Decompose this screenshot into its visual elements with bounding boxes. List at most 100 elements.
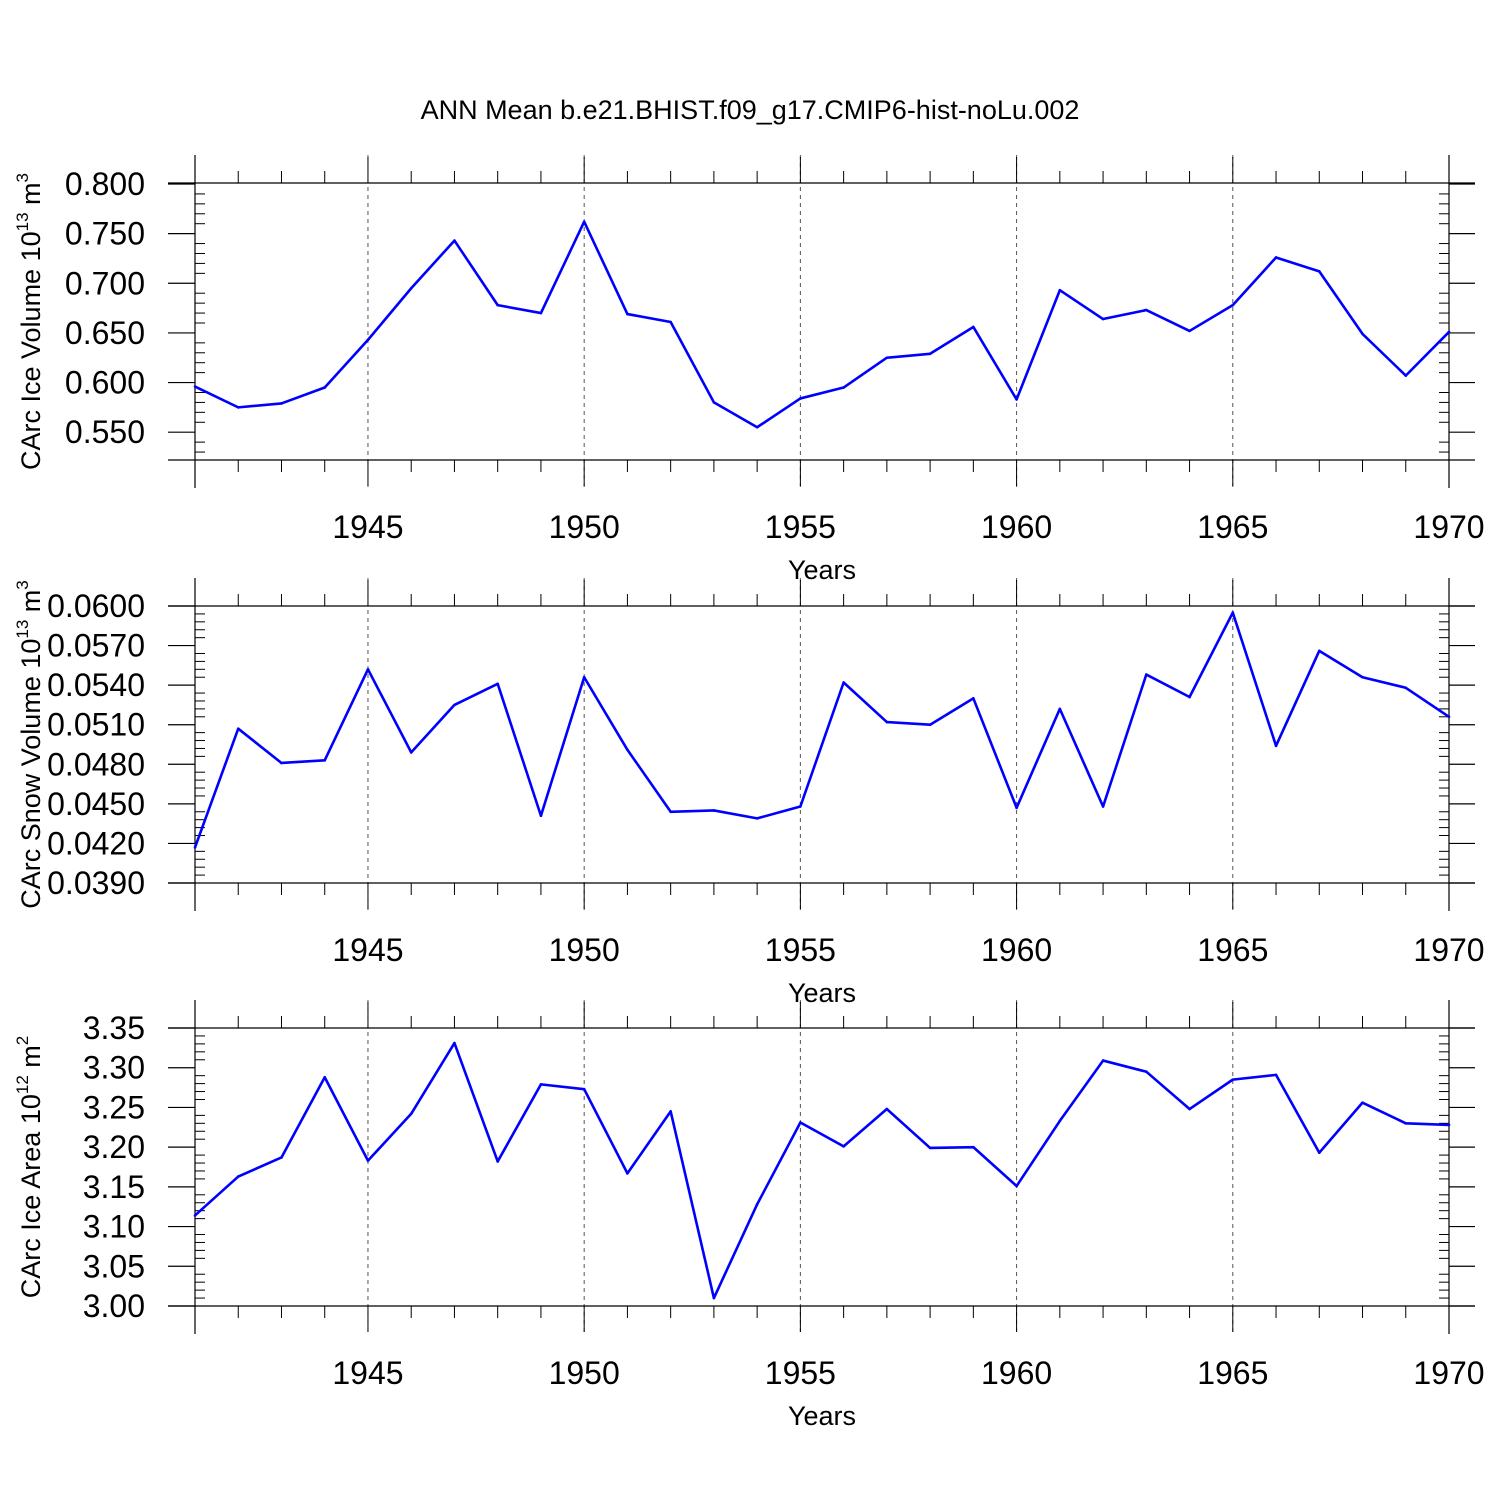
data-point (626, 312, 629, 316)
data-point (799, 1121, 802, 1124)
data-point (323, 386, 327, 389)
data-point (1361, 332, 1364, 336)
series-line-ice-area (194, 1041, 1450, 1300)
x-axis-label: Years (788, 555, 856, 585)
y-axis-label-part: 3 (13, 580, 32, 589)
data-point (1447, 1123, 1451, 1127)
y-tick-label: 3.30 (83, 1050, 145, 1086)
data-point (1058, 1119, 1062, 1123)
data-point (582, 675, 586, 679)
data-point (1188, 329, 1191, 333)
data-point (1015, 398, 1018, 401)
data-point (582, 1087, 586, 1091)
data-point (366, 1159, 370, 1162)
data-point (972, 697, 975, 700)
y-tick-label: 0.550 (65, 414, 145, 450)
data-point (236, 406, 240, 409)
data-point (323, 759, 327, 762)
data-point (193, 385, 197, 388)
data-point (236, 727, 240, 730)
y-tick-label: 0.0510 (47, 707, 145, 743)
x-tick-label: 1955 (765, 509, 836, 545)
data-point (496, 303, 499, 307)
y-tick-label: 0.0540 (47, 667, 145, 703)
data-point (1101, 805, 1105, 808)
data-point (1058, 288, 1062, 292)
data-point (1447, 715, 1451, 719)
y-tick-label: 0.800 (65, 166, 145, 202)
data-point (1015, 1184, 1018, 1188)
data-point (885, 356, 889, 360)
x-tick-label: 1965 (1197, 1355, 1268, 1391)
data-point (928, 723, 932, 727)
data-point (842, 1145, 845, 1148)
data-point (1015, 806, 1018, 810)
x-axis-label: Years (788, 1401, 856, 1431)
x-tick-label: 1960 (981, 1355, 1052, 1391)
series-line-ice-volume (194, 220, 1450, 429)
data-point (193, 1214, 197, 1217)
x-tick-label: 1955 (765, 932, 836, 968)
x-tick-label: 1945 (332, 932, 403, 968)
x-tick-label: 1970 (1413, 932, 1484, 968)
data-point (409, 1112, 413, 1116)
data-point (453, 239, 456, 242)
data-point (280, 761, 283, 765)
data-point (280, 402, 283, 405)
data-point (1231, 1078, 1235, 1081)
data-point (755, 425, 759, 429)
data-point (712, 809, 716, 812)
y-axis-label-part: m (16, 182, 46, 212)
data-point (626, 1172, 629, 1175)
data-point (366, 668, 370, 671)
y-tick-label: 0.0420 (47, 825, 145, 861)
chart-panel-ice-area: 1945 1950 1955 1960 1965 1970Years3.003.053.1… (13, 1000, 1485, 1431)
data-point (626, 748, 629, 752)
data-point (972, 325, 975, 329)
x-tick-label: 1945 (332, 509, 403, 545)
data-point (539, 311, 543, 315)
x-tick-label: 1965 (1197, 932, 1268, 968)
data-point (539, 1083, 543, 1086)
data-point (323, 1075, 327, 1079)
data-point (928, 352, 932, 356)
data-point (669, 1110, 672, 1113)
x-axis-label: Years (788, 978, 856, 1008)
y-tick-label: 3.20 (83, 1129, 145, 1165)
data-point (409, 286, 413, 290)
x-tick-label: 1965 (1197, 509, 1268, 545)
y-axis-label-part: 2 (13, 1036, 32, 1045)
data-point (755, 1203, 759, 1206)
y-axis-label-part: CArc Snow Volume 10 (16, 639, 46, 909)
y-tick-label: 0.0450 (47, 786, 145, 822)
x-tick-label: 1970 (1413, 1355, 1484, 1391)
y-tick-label: 3.00 (83, 1288, 145, 1324)
x-tick-label: 1955 (765, 1355, 836, 1391)
y-tick-label: 0.700 (65, 265, 145, 301)
chart-panel-ice-volume: 1945 1950 1955 1960 1965 1970 Years 0.550 0.600 0… (13, 155, 1485, 585)
data-point (755, 817, 759, 820)
data-point (842, 386, 845, 389)
data-point (582, 220, 586, 224)
x-tick-label: 1950 (549, 509, 620, 545)
y-axis-label-part: m (16, 590, 46, 620)
data-point (799, 805, 802, 808)
y-axis-label-part: 13 (13, 212, 32, 231)
data-point (366, 338, 370, 342)
y-tick-label: 3.15 (83, 1169, 145, 1205)
data-point (669, 320, 672, 324)
y-tick-label: 0.0600 (47, 588, 145, 624)
data-point (1317, 649, 1321, 653)
y-tick-label: 0.600 (65, 365, 145, 401)
data-point (1101, 1059, 1105, 1062)
y-tick-label: 0.650 (65, 315, 145, 351)
data-point (280, 1156, 283, 1159)
data-point (1361, 675, 1364, 679)
data-point (1274, 1073, 1278, 1077)
y-tick-label: 0.750 (65, 216, 145, 252)
data-point (236, 1175, 240, 1178)
data-point (1145, 1070, 1148, 1073)
data-point (453, 703, 456, 707)
